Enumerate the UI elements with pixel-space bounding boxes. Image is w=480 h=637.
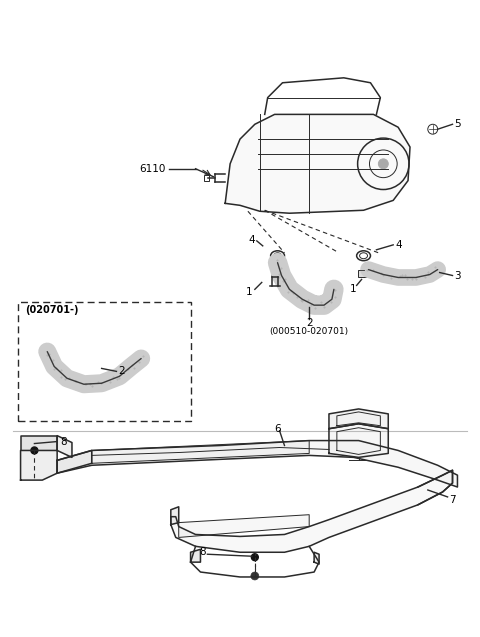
Polygon shape — [225, 115, 410, 213]
Polygon shape — [57, 450, 92, 473]
Bar — [204, 175, 209, 181]
Text: 2: 2 — [119, 366, 125, 376]
Text: 8: 8 — [199, 547, 205, 557]
Text: (000510-020701): (000510-020701) — [270, 327, 349, 336]
Text: 1: 1 — [246, 287, 253, 297]
Polygon shape — [21, 436, 57, 450]
Polygon shape — [191, 549, 201, 562]
Circle shape — [378, 159, 388, 169]
Polygon shape — [171, 507, 179, 525]
Text: (020701-): (020701-) — [25, 305, 79, 315]
Circle shape — [252, 554, 258, 561]
Text: 2: 2 — [306, 318, 312, 328]
Text: 8: 8 — [60, 436, 67, 447]
Text: 1: 1 — [350, 284, 357, 294]
Polygon shape — [329, 409, 388, 429]
Bar — [18, 302, 191, 421]
Polygon shape — [179, 515, 309, 538]
Polygon shape — [329, 424, 388, 457]
Polygon shape — [57, 436, 72, 457]
Polygon shape — [92, 441, 309, 463]
Polygon shape — [171, 470, 453, 552]
Polygon shape — [21, 450, 57, 480]
Polygon shape — [57, 441, 457, 487]
Text: 3: 3 — [455, 271, 461, 280]
Text: 5: 5 — [455, 119, 461, 129]
Text: 6: 6 — [274, 424, 281, 434]
Circle shape — [251, 572, 259, 580]
Text: 4: 4 — [248, 235, 255, 245]
Polygon shape — [314, 552, 319, 564]
Circle shape — [31, 447, 38, 454]
Bar — [358, 269, 366, 278]
Text: 6110: 6110 — [140, 164, 166, 174]
Text: 7: 7 — [450, 495, 456, 505]
Text: 4: 4 — [395, 240, 402, 250]
